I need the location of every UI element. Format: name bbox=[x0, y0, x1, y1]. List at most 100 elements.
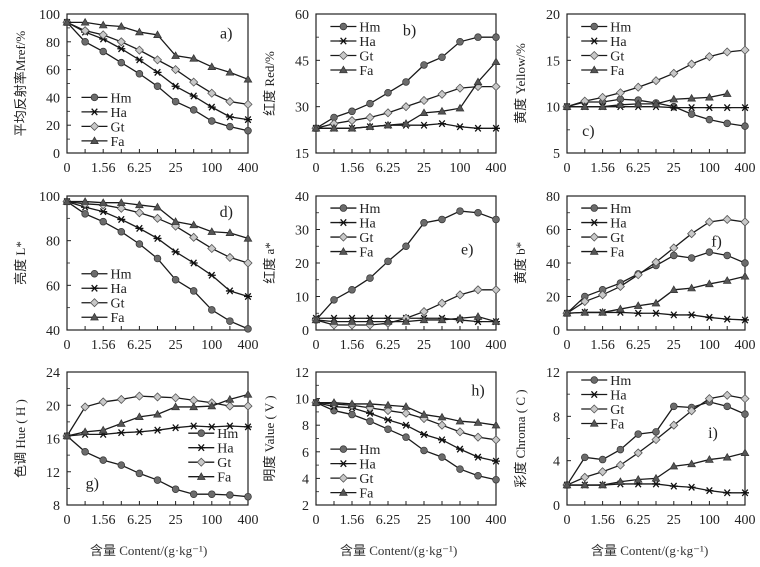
data-point-fa bbox=[633, 99, 643, 108]
plot-frame-e bbox=[315, 195, 497, 331]
data-point-gt bbox=[207, 88, 217, 98]
data-point-fa bbox=[383, 317, 393, 325]
legend-label-ha: Ha bbox=[610, 217, 627, 232]
data-point-fa bbox=[669, 94, 679, 103]
data-point-fa bbox=[329, 317, 339, 325]
x-tick-label: 100 bbox=[201, 161, 222, 176]
chart-panel-a: 0 20 40 60 80 100 0 1.56 6.25 25 100 400 平均反射率Mref/%… bbox=[13, 8, 259, 176]
data-point-fa bbox=[347, 317, 357, 325]
data-point-gt bbox=[491, 285, 501, 295]
data-point-fa bbox=[116, 419, 126, 427]
data-point-hm bbox=[330, 296, 338, 304]
data-point-gt bbox=[437, 89, 447, 99]
data-point-ha bbox=[153, 234, 162, 243]
data-point-hm bbox=[99, 217, 107, 226]
legend-label-ha: Ha bbox=[110, 282, 127, 297]
data-point-gt bbox=[225, 252, 235, 262]
data-point-fa bbox=[383, 400, 393, 409]
chart-panel-i: 0 4 8 12 0 1.56 6.25 25 100 400 彩度 Chroma ( C ) HmH… bbox=[513, 366, 756, 528]
legend-label-gt: Gt bbox=[359, 231, 373, 246]
data-point-fa bbox=[225, 67, 235, 76]
data-point-ha bbox=[189, 259, 198, 267]
data-point-ha bbox=[669, 482, 678, 490]
data-point-ha bbox=[723, 315, 732, 323]
data-point-ha bbox=[474, 124, 482, 132]
data-point-ha bbox=[153, 68, 162, 77]
data-point-fa bbox=[189, 220, 199, 229]
data-point-hm bbox=[171, 485, 180, 493]
x-tick-label: 25 bbox=[169, 161, 183, 176]
y-tick-label: 10 bbox=[546, 101, 560, 116]
legend-marker-ha bbox=[90, 284, 99, 292]
y-tick-label: 4 bbox=[553, 455, 560, 470]
legend-label-ha: Ha bbox=[610, 388, 627, 403]
data-point-gt bbox=[455, 427, 465, 437]
x-tick-label: 0 bbox=[313, 338, 320, 353]
y-tick-label: 12 bbox=[295, 366, 309, 381]
data-point-fa bbox=[740, 271, 750, 280]
data-point-gt bbox=[419, 95, 429, 106]
legend-marker-fa bbox=[589, 65, 599, 74]
data-point-hm bbox=[402, 242, 410, 251]
x-tick-label: 0 bbox=[64, 161, 71, 176]
data-point-gt bbox=[401, 408, 411, 418]
x-tick-label: 6.25 bbox=[127, 161, 152, 176]
legend-label-gt: Gt bbox=[610, 50, 624, 65]
legend-marker-ha bbox=[197, 444, 206, 452]
x-tick-label: 6.25 bbox=[626, 513, 651, 528]
data-point-fa bbox=[740, 448, 750, 457]
data-point-fa bbox=[243, 389, 253, 398]
data-point-fa bbox=[419, 108, 429, 116]
data-point-fa bbox=[116, 198, 126, 206]
data-point-fa bbox=[62, 197, 72, 205]
data-point-ha bbox=[225, 287, 234, 295]
data-point-gt bbox=[615, 460, 625, 470]
x-tick-label: 400 bbox=[735, 338, 756, 353]
y-tick-label: 20 bbox=[546, 291, 560, 306]
data-point-fa bbox=[633, 475, 643, 483]
data-point-fa bbox=[207, 62, 217, 70]
data-point-ha bbox=[669, 103, 678, 112]
data-point-hm bbox=[189, 490, 198, 498]
y-tick-label: 40 bbox=[546, 257, 560, 272]
legend-marker-ha bbox=[590, 218, 599, 227]
x-tick-label: 25 bbox=[667, 338, 681, 353]
y-axis-label-b: 红度 Red/% bbox=[262, 51, 277, 116]
y-tick-label: 40 bbox=[46, 91, 60, 106]
x-tick-label: 100 bbox=[699, 338, 720, 353]
x-tick-label: 0 bbox=[313, 513, 320, 528]
data-point-gt bbox=[598, 467, 608, 477]
data-point-fa bbox=[311, 398, 321, 406]
legend-label-hm: Hm bbox=[359, 443, 380, 458]
y-tick-label: 12 bbox=[546, 366, 560, 381]
data-point-hm bbox=[208, 117, 216, 125]
data-point-ha bbox=[687, 483, 696, 491]
data-point-ha bbox=[474, 453, 482, 461]
legend-label-gt: Gt bbox=[610, 403, 624, 418]
data-point-ha bbox=[171, 424, 180, 432]
y-axis-label-i: 彩度 Chroma ( C ) bbox=[513, 389, 528, 487]
data-point-fa bbox=[580, 480, 590, 489]
legend-label-ha: Ha bbox=[610, 35, 627, 50]
y-tick-label: 16 bbox=[46, 433, 60, 448]
data-point-ha bbox=[384, 416, 392, 424]
data-point-fa bbox=[189, 53, 199, 62]
data-point-gt bbox=[651, 435, 661, 445]
data-point-ha bbox=[135, 224, 144, 233]
data-point-gt bbox=[669, 420, 679, 430]
data-point-gt bbox=[455, 290, 465, 300]
data-point-hm bbox=[384, 89, 392, 97]
x-axis-title-col2: 含量 Content/(g·kg⁻¹) bbox=[340, 543, 458, 558]
x-tick-label: 100 bbox=[450, 513, 471, 528]
y-tick-label: 45 bbox=[295, 54, 309, 69]
data-point-hm bbox=[723, 251, 731, 260]
legend-marker-fa bbox=[338, 65, 348, 74]
y-tick-label: 100 bbox=[39, 8, 60, 23]
legend-marker-fa bbox=[90, 312, 99, 321]
y-tick-label: 10 bbox=[295, 393, 309, 408]
y-tick-label: 40 bbox=[295, 190, 309, 205]
